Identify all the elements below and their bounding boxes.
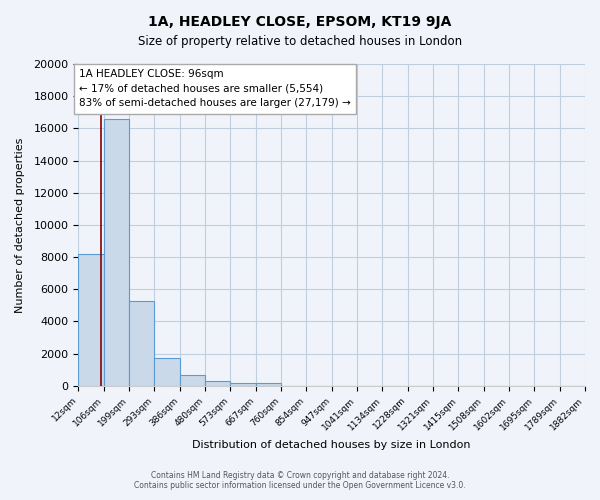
Bar	[230, 382, 256, 386]
Bar	[104, 118, 129, 386]
Y-axis label: Number of detached properties: Number of detached properties	[15, 137, 25, 312]
Text: 1A, HEADLEY CLOSE, EPSOM, KT19 9JA: 1A, HEADLEY CLOSE, EPSOM, KT19 9JA	[148, 15, 452, 29]
Text: Size of property relative to detached houses in London: Size of property relative to detached ho…	[138, 35, 462, 48]
X-axis label: Distribution of detached houses by size in London: Distribution of detached houses by size …	[193, 440, 471, 450]
Bar	[154, 358, 179, 386]
Bar	[129, 300, 154, 386]
Bar	[205, 381, 230, 386]
Text: 1A HEADLEY CLOSE: 96sqm
← 17% of detached houses are smaller (5,554)
83% of semi: 1A HEADLEY CLOSE: 96sqm ← 17% of detache…	[79, 69, 350, 108]
Text: Contains HM Land Registry data © Crown copyright and database right 2024.
Contai: Contains HM Land Registry data © Crown c…	[134, 470, 466, 490]
Bar	[179, 375, 205, 386]
Bar	[78, 254, 104, 386]
Bar	[256, 383, 281, 386]
